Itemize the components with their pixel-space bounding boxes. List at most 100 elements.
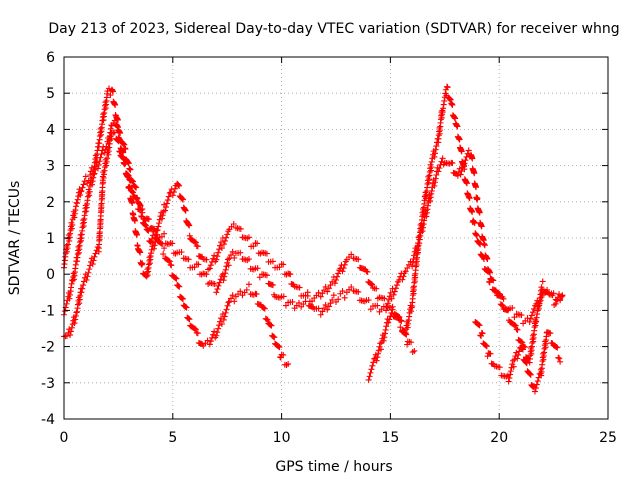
data-point xyxy=(111,129,118,136)
data-point xyxy=(160,251,167,258)
y-tick-label: 0 xyxy=(46,267,55,283)
data-point xyxy=(126,176,133,183)
data-point xyxy=(443,83,450,90)
data-point xyxy=(527,315,534,322)
data-point xyxy=(124,171,131,178)
data-point xyxy=(447,96,454,103)
data-point xyxy=(507,368,514,375)
y-tick-label: -3 xyxy=(41,376,55,392)
y-axis-label: SDTVAR / TECUs xyxy=(7,181,23,296)
data-point xyxy=(87,172,94,179)
data-point xyxy=(519,346,526,353)
x-tick-label: 25 xyxy=(599,430,617,446)
data-point xyxy=(120,155,127,162)
data-point xyxy=(128,188,135,195)
data-point xyxy=(403,331,410,338)
data-point xyxy=(89,261,96,268)
data-point xyxy=(194,243,201,250)
data-point xyxy=(454,172,461,179)
y-tick-label: -1 xyxy=(41,303,55,319)
data-point xyxy=(79,285,86,292)
data-point xyxy=(131,217,138,224)
data-point xyxy=(94,165,101,172)
data-point xyxy=(207,338,214,345)
data-point xyxy=(215,325,222,332)
data-point xyxy=(74,200,81,207)
data-point xyxy=(527,371,534,378)
data-point xyxy=(130,189,137,196)
data-point xyxy=(120,141,127,148)
data-point xyxy=(159,212,166,219)
data-point xyxy=(287,271,294,278)
data-point xyxy=(364,268,371,275)
data-point xyxy=(61,308,68,315)
data-point xyxy=(137,249,144,256)
data-point xyxy=(432,150,439,157)
data-point xyxy=(483,343,490,350)
data-point xyxy=(116,148,123,155)
data-point xyxy=(511,314,518,321)
data-point xyxy=(78,289,85,296)
data-point xyxy=(544,286,551,293)
data-point xyxy=(537,297,544,304)
data-point xyxy=(330,292,337,299)
data-point xyxy=(214,286,221,293)
data-point xyxy=(321,287,328,294)
x-tick-label: 15 xyxy=(381,430,399,446)
x-tick-label: 5 xyxy=(168,430,177,446)
data-point xyxy=(528,312,535,319)
data-point xyxy=(367,369,374,376)
y-tick-label: 4 xyxy=(46,122,55,138)
data-point xyxy=(390,291,397,298)
data-point xyxy=(529,383,536,390)
data-point xyxy=(169,240,176,247)
data-point xyxy=(224,231,231,238)
data-point xyxy=(148,250,155,257)
data-point xyxy=(229,248,236,255)
data-point xyxy=(325,303,332,310)
data-point xyxy=(519,339,526,346)
data-point xyxy=(487,269,494,276)
data-point xyxy=(178,248,185,255)
data-point xyxy=(471,220,478,227)
data-point xyxy=(475,321,482,328)
data-point xyxy=(175,182,182,189)
data-point xyxy=(435,168,442,175)
data-point xyxy=(126,166,133,173)
data-point xyxy=(322,283,329,290)
data-point xyxy=(141,221,148,228)
data-point xyxy=(228,252,235,259)
data-point xyxy=(120,154,127,161)
data-point xyxy=(67,332,74,339)
data-point xyxy=(276,344,283,351)
data-point xyxy=(151,242,158,249)
data-point xyxy=(325,285,332,292)
data-point xyxy=(414,243,421,250)
data-point xyxy=(329,278,336,285)
data-point xyxy=(138,207,145,214)
data-point xyxy=(194,330,201,337)
data-point xyxy=(449,160,456,167)
data-point xyxy=(64,241,71,248)
data-point xyxy=(162,207,169,214)
data-point xyxy=(373,285,380,292)
data-point xyxy=(131,183,138,190)
data-point xyxy=(339,288,346,295)
data-point xyxy=(185,315,192,322)
data-point xyxy=(223,306,230,313)
data-point xyxy=(127,166,134,173)
data-point xyxy=(518,338,525,345)
data-point xyxy=(465,147,472,154)
data-point xyxy=(555,354,562,361)
data-point xyxy=(456,136,463,143)
data-point xyxy=(243,286,250,293)
data-point xyxy=(526,318,533,325)
data-point xyxy=(182,207,189,214)
data-point xyxy=(280,293,287,300)
data-point xyxy=(510,363,517,370)
data-point xyxy=(381,330,388,337)
data-point xyxy=(380,337,387,344)
data-point xyxy=(78,187,85,194)
data-point xyxy=(263,272,270,279)
data-point xyxy=(134,195,141,202)
